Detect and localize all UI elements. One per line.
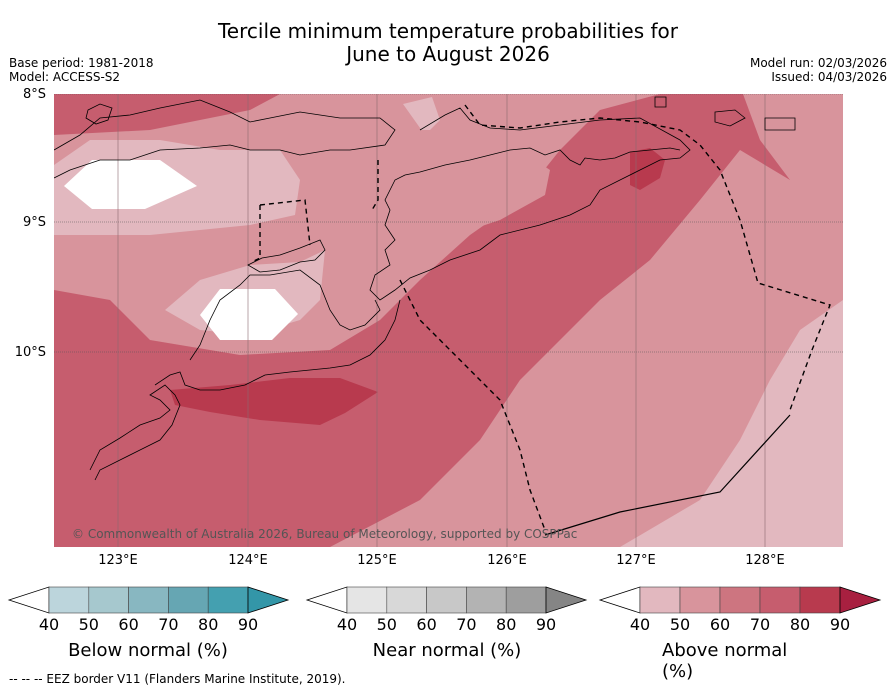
graticule [54,94,843,353]
title-line-2: June to August 2026 [346,42,550,66]
legend-above-tick: 90 [829,615,851,634]
legend-near-max-triangle [545,586,588,614]
legend-above-swatch [799,586,841,614]
lon-label-124e: 124°E [228,553,268,568]
legend-below-swatch [88,586,129,614]
prob-region-70-80 [630,148,665,190]
legend-below-swatch [128,586,169,614]
legend-below-max-triangle [247,586,290,614]
prob-region-below-40 [64,160,197,209]
lon-label-127e: 127°E [616,553,656,568]
lat-label-8s: 8°S [22,87,46,102]
legend-below-swatch [168,586,209,614]
legend-near-tick: 70 [456,615,477,634]
title-line-1: Tercile minimum temperature probabilitie… [217,19,679,43]
legend-above-tick: 80 [789,615,811,634]
prob-region-60-70 [54,94,843,547]
prob-region-70-80 [170,378,378,425]
legend-above-tick: 70 [749,615,771,634]
prob-region-40-50 [403,97,440,135]
prob-base-fill [54,94,843,547]
lat-label-9s: 9°S [22,215,46,230]
legend-near-min-triangle [305,586,348,614]
legend-near-tick: 40 [336,615,358,634]
legend-near-tick: 60 [416,615,437,634]
legend-below-tick: 90 [237,615,259,634]
model-run: Model run: 02/03/2026 [749,56,887,70]
legend-above-swatch [679,586,721,614]
legend-near-label: Near normal (%) [372,640,522,661]
graticule-lon [117,94,766,547]
eez-border-solid [544,414,791,536]
legend-above-tick: 60 [709,615,731,634]
legend-below-tick: 70 [158,615,179,634]
legend-near-swatch [505,586,547,614]
prob-region-40-50 [54,140,300,235]
prob-region-50-60 [743,94,843,180]
legend-below-swatch [207,586,249,614]
lon-label-126e: 126°E [487,553,527,568]
lon-label-123e: 123°E [98,553,138,568]
meta-left: Base period: 1981-2018 Model: ACCESS-S2 [9,56,154,84]
legend-above-max-triangle [839,586,882,614]
prob-region-50-60 [330,130,550,255]
model-name: Model: ACCESS-S2 [9,70,121,84]
legend-near-swatch [426,586,467,614]
legend-near-swatch [466,586,507,614]
legend-colorbars [7,586,882,614]
lon-label-128e: 128°E [745,553,785,568]
lat-label-10s: 10°S [14,345,46,360]
prob-region-40-50 [165,250,325,335]
legend-near-swatch [386,586,427,614]
prob-region-40-50 [620,300,843,547]
legend-above-min-triangle [598,586,641,614]
legend-above-swatch [759,586,801,614]
legend-below-tick: 60 [118,615,139,634]
legend-below-tick: 50 [78,615,99,634]
issued-date: Issued: 04/03/2026 [771,70,887,84]
prob-region-60-70 [54,94,280,135]
eez-border [251,104,831,531]
base-period: Base period: 1981-2018 [9,56,154,70]
legend-above-tick: 50 [669,615,691,634]
prob-region-50-60 [500,180,843,547]
map-copyright: © Commonwealth of Australia 2026, Bureau… [72,527,577,541]
legend-near-swatch [346,586,388,614]
map-title: Tercile minimum temperature probabilitie… [0,20,896,66]
lon-label-125e: 125°E [357,553,397,568]
legend-below-label: Below normal (%) [68,640,228,661]
legend-near-tick: 90 [535,615,557,634]
legend-below-tick: 40 [38,615,60,634]
legend-below-tick: 80 [198,615,219,634]
prob-region-below-40 [200,289,298,340]
legend-below-min-triangle [7,586,50,614]
meta-right: Model run: 02/03/2026 Issued: 04/03/2026 [750,56,887,84]
eez-footnote: -- -- -- EEZ border V11 (Flanders Marine… [9,672,346,686]
legend-above-tick: 40 [629,615,651,634]
legend-above-swatch [719,586,761,614]
legend-above-label: Above normal (%) [662,640,788,682]
legend-near-tick: 80 [496,615,517,634]
legend-below-swatch [48,586,90,614]
legend-near-tick: 50 [376,615,397,634]
coastline [54,96,796,481]
legend-above-swatch [639,586,681,614]
